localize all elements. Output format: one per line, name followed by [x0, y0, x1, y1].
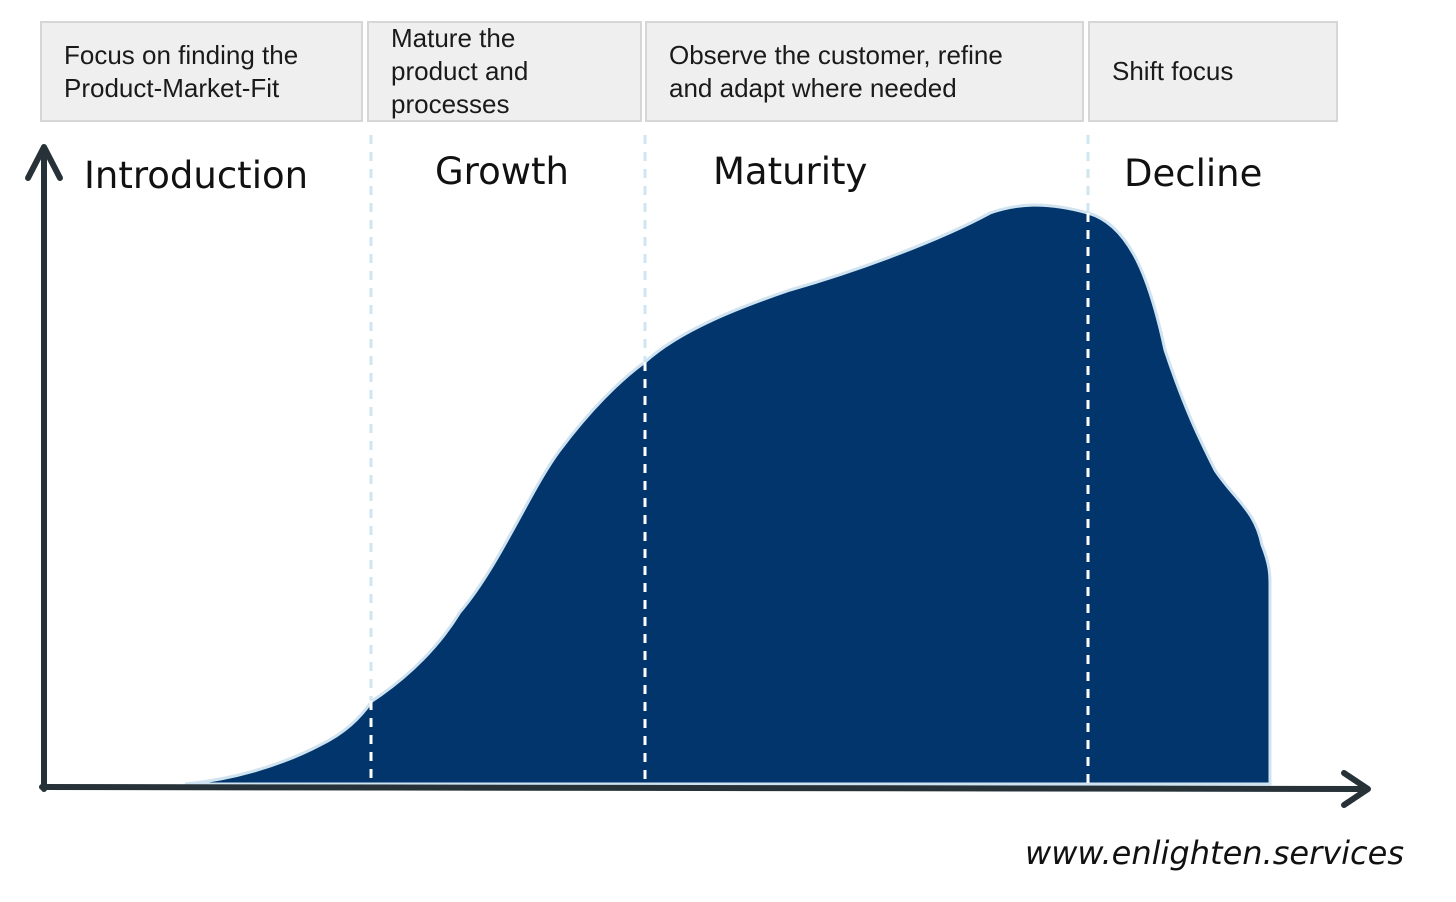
- focus-box-decline: Shift focus: [1088, 21, 1338, 122]
- lifecycle-curve-area: [184, 203, 1272, 786]
- focus-text-maturity: Observe the customer, refine and adapt w…: [669, 39, 1003, 103]
- focus-box-growth: Mature the product and processes: [367, 21, 642, 122]
- focus-text-growth: Mature the product and processes: [391, 23, 529, 119]
- x-axis: [39, 784, 1369, 792]
- focus-box-maturity: Observe the customer, refine and adapt w…: [645, 21, 1084, 122]
- stage-label-introduction: Introduction: [84, 154, 309, 197]
- stage-label-maturity: Maturity: [713, 150, 868, 193]
- stage-label-growth: Growth: [435, 150, 569, 193]
- focus-text-decline: Shift focus: [1112, 56, 1234, 86]
- stage-label-decline: Decline: [1124, 152, 1263, 195]
- website-watermark: www.enlighten.services: [1025, 834, 1404, 872]
- x-axis-arrowhead: [1341, 770, 1371, 808]
- y-axis-arrowhead: [25, 144, 63, 181]
- focus-box-introduction: Focus on finding the Product-Market-Fit: [40, 21, 363, 122]
- focus-text-introduction: Focus on finding the Product-Market-Fit: [64, 39, 299, 103]
